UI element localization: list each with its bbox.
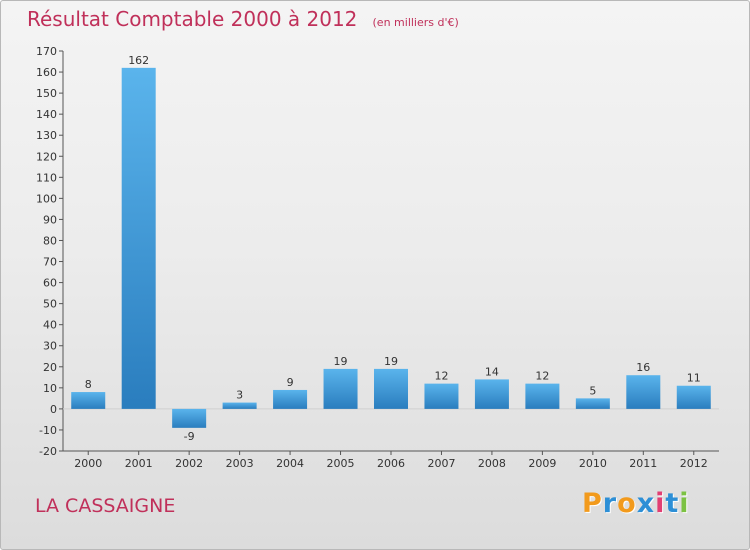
y-tick-label: 160 (36, 66, 57, 79)
bar-2006 (374, 368, 408, 409)
data-label: 12 (434, 370, 448, 383)
data-label: 19 (334, 355, 348, 368)
bar-2008 (474, 379, 509, 409)
x-tick-label: 2009 (528, 457, 556, 470)
x-tick-label: 2007 (427, 457, 455, 470)
x-tick-label: 2012 (680, 457, 708, 470)
y-tick-label: 80 (43, 234, 57, 247)
data-label: 9 (287, 376, 294, 389)
x-tick-label: 2002 (175, 457, 203, 470)
data-label: 11 (687, 372, 701, 385)
logo-letter: x (636, 488, 656, 519)
x-tick-label: 2001 (125, 457, 153, 470)
x-tick-label: 2010 (579, 457, 607, 470)
data-label: 12 (535, 370, 549, 383)
bar-2000 (71, 392, 106, 409)
bar-2003 (222, 402, 257, 409)
y-tick-label: 140 (36, 108, 57, 121)
logo-letter: i (679, 488, 690, 519)
y-tick-label: 60 (43, 277, 57, 290)
y-tick-label: 40 (43, 319, 57, 332)
title-row: Résultat Comptable 2000 à 2012 (en milli… (27, 7, 459, 31)
x-tick-label: 2005 (327, 457, 355, 470)
y-tick-label: -10 (39, 424, 57, 437)
y-tick-label: 120 (36, 150, 57, 163)
y-tick-label: 110 (36, 171, 57, 184)
x-tick-label: 2011 (629, 457, 657, 470)
x-tick-label: 2000 (74, 457, 102, 470)
commune-name: LA CASSAIGNE (35, 495, 176, 517)
y-tick-label: 130 (36, 129, 57, 142)
data-label: 19 (384, 355, 398, 368)
bar-2002 (172, 408, 207, 428)
logo-letter: P (582, 488, 603, 519)
y-tick-label: -20 (39, 445, 57, 458)
x-tick-label: 2003 (226, 457, 254, 470)
logo-letter: t (665, 488, 680, 519)
chart-subtitle: (en milliers d'€) (372, 16, 459, 29)
bar-2012 (676, 385, 711, 409)
data-label: -9 (184, 430, 195, 443)
data-label: 8 (85, 378, 92, 391)
y-tick-label: 100 (36, 192, 57, 205)
y-tick-label: 170 (36, 45, 57, 58)
y-tick-label: 150 (36, 87, 57, 100)
y-tick-label: 70 (43, 256, 57, 269)
y-tick-label: 10 (43, 382, 57, 395)
data-label: 162 (128, 54, 149, 67)
proxiti-logo[interactable]: Proxiti (582, 488, 690, 519)
data-label: 16 (636, 361, 650, 374)
bar-2007 (424, 383, 459, 409)
bar-2001 (121, 67, 156, 409)
data-label: 5 (589, 384, 596, 397)
y-tick-label: 50 (43, 298, 57, 311)
y-tick-label: 30 (43, 340, 57, 353)
x-tick-label: 2004 (276, 457, 304, 470)
label-layer: 8 162 -9 3 9 19 19 12 14 12 5 16 11 (85, 54, 701, 443)
logo-letter: r (602, 488, 618, 519)
bar-2010 (575, 398, 610, 409)
chart-title: Résultat Comptable 2000 à 2012 (27, 7, 358, 31)
bar-2005 (323, 368, 358, 409)
y-tick-label: 0 (50, 403, 57, 416)
logo-letter: i (655, 488, 666, 519)
bar-2011 (626, 375, 661, 409)
bar-2009 (525, 383, 560, 409)
logo-letter: o (617, 488, 637, 519)
x-tick-label: 2008 (478, 457, 506, 470)
x-tick-label: 2006 (377, 457, 405, 470)
bar-2004 (273, 389, 308, 409)
y-tick-label: 90 (43, 213, 57, 226)
y-tick-label: 20 (43, 361, 57, 374)
data-label: 3 (236, 389, 243, 402)
data-label: 14 (485, 365, 499, 378)
bar-layer (71, 67, 711, 428)
